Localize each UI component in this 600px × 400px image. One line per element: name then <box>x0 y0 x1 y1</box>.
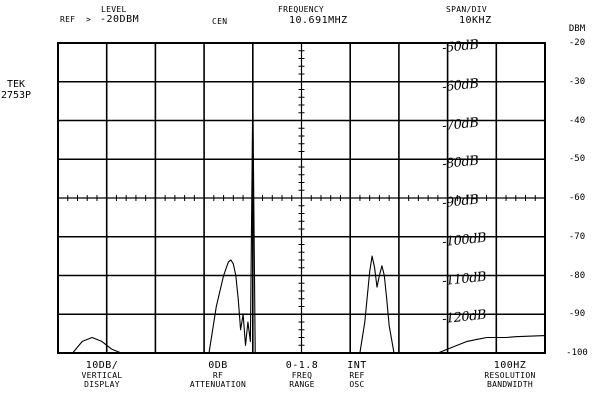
freq-range-label-2: RANGE <box>289 380 315 389</box>
resolution-bandwidth-value: 100HZ <box>493 360 527 371</box>
spectrum-trace <box>72 92 546 354</box>
ref-osc-label: REF <box>349 371 365 380</box>
resolution-bandwidth-label-2: BANDWIDTH <box>486 380 534 389</box>
center-label: CEN <box>212 17 228 26</box>
trace-layer <box>72 92 546 354</box>
rf-attenuation-label: RF <box>212 371 224 380</box>
ref-osc-value: INT <box>347 360 367 371</box>
y-tick-label: -70 <box>568 231 586 242</box>
level-label: LEVEL <box>101 5 127 14</box>
y-tick-label: -90 <box>568 309 586 320</box>
vertical-display-value: 10DB/ <box>85 360 119 371</box>
freq-range-label: FREQ <box>291 371 313 380</box>
ref-osc-label-2: OSC <box>349 380 365 389</box>
instrument-id: TEK 2753P <box>0 79 36 101</box>
resolution-bandwidth-label: RESOLUTION <box>484 371 536 380</box>
y-tick-label: -100 <box>566 348 588 358</box>
ref-level-value: -20DBM <box>100 14 140 25</box>
freq-range-value: 0-1.8 <box>285 360 319 371</box>
y-tick-label: -60 <box>568 193 586 203</box>
brand-label: TEK <box>6 79 26 90</box>
y-tick-label: -50 <box>568 154 586 165</box>
y-axis-unit: DBM <box>568 24 586 34</box>
span-value: 10KHZ <box>459 15 492 26</box>
vertical-display-label: VERTICAL <box>81 371 123 380</box>
rf-attenuation-value: 0DB <box>208 360 228 371</box>
y-tick-label: -20 <box>568 38 586 48</box>
model-label: 2753P <box>0 90 32 101</box>
rf-attenuation-label-2: ATTENUATION <box>189 380 247 389</box>
y-tick-label: -30 <box>568 76 586 87</box>
graticule <box>57 42 546 354</box>
frequency-value: 10.691MHZ <box>289 15 348 26</box>
y-tick-label: -40 <box>568 115 586 126</box>
span-label: SPAN/DIV <box>446 5 487 14</box>
vertical-display-label-2: DISPLAY <box>84 380 120 389</box>
frequency-label: FREQUENCY <box>278 5 325 14</box>
y-tick-label: -80 <box>568 270 586 281</box>
ref-arrow: > <box>86 15 92 24</box>
ref-label: REF <box>60 15 76 24</box>
